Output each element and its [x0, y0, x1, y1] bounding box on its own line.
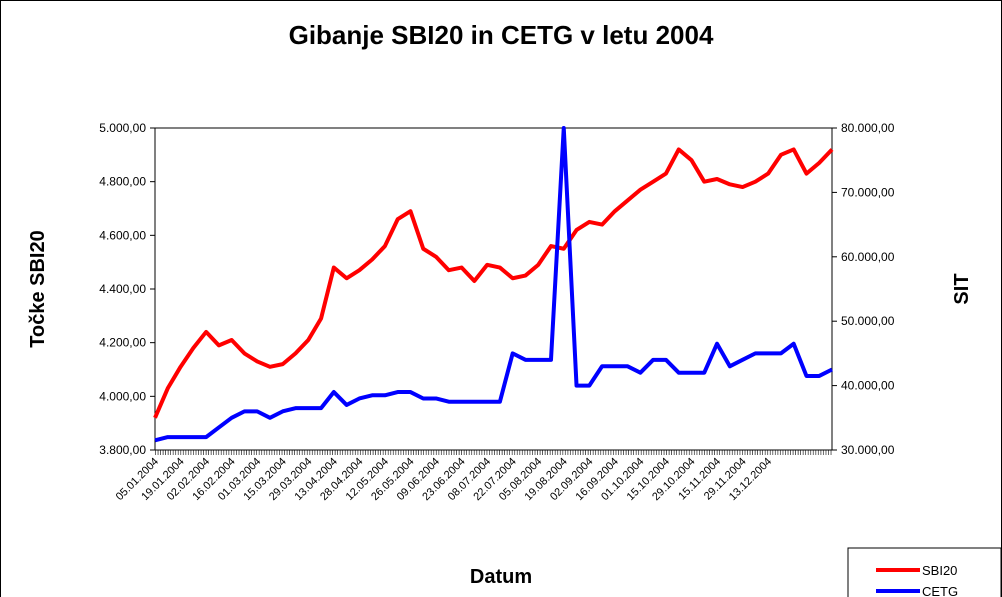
x-minor-ticks: [155, 450, 832, 456]
y2-tick-label: 50.000,00: [841, 314, 895, 328]
legend-label: SBI20: [922, 563, 957, 578]
y2-axis-title: SIT: [951, 273, 973, 304]
legend: [847, 547, 1002, 597]
y2-tick-label: 80.000,00: [841, 121, 895, 135]
legend-label: CETG: [922, 584, 958, 597]
y-tick-label: 4.000,00: [99, 389, 146, 403]
y2-tick-label: 60.000,00: [841, 250, 895, 264]
y2-tick-label: 40.000,00: [841, 379, 895, 393]
y-tick-label: 4.600,00: [99, 228, 146, 242]
y-axis-title: Točke SBI20: [27, 230, 49, 347]
y-tick-label: 4.400,00: [99, 282, 146, 296]
y-tick-label: 3.800,00: [99, 443, 146, 457]
series-line: [154, 126, 833, 443]
y-tick-label: 4.800,00: [99, 175, 146, 189]
y2-tick-label: 70.000,00: [841, 185, 895, 199]
series-line: [153, 147, 834, 419]
x-axis-title: Datum: [470, 566, 532, 588]
y-tick-label: 4.200,00: [99, 336, 146, 350]
chart-title: Gibanje SBI20 in CETG v letu 2004: [289, 20, 714, 50]
y-tick-label: 5.000,00: [99, 121, 146, 135]
y2-tick-label: 30.000,00: [841, 443, 895, 457]
